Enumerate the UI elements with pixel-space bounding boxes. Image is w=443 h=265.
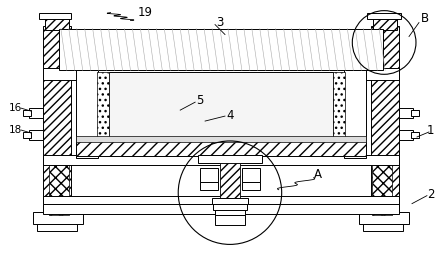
- Bar: [200, 168, 218, 182]
- Text: 1: 1: [427, 123, 435, 136]
- Bar: [411, 110, 419, 116]
- Bar: [215, 215, 245, 224]
- Bar: [220, 163, 240, 198]
- Text: 5: 5: [196, 94, 204, 107]
- Bar: [59, 29, 383, 70]
- Text: 2: 2: [427, 188, 435, 201]
- Bar: [399, 108, 413, 118]
- Text: B: B: [421, 12, 429, 25]
- Bar: [49, 165, 69, 215]
- Bar: [399, 130, 413, 140]
- Bar: [212, 198, 248, 204]
- Bar: [43, 25, 71, 210]
- Text: 18: 18: [8, 125, 22, 135]
- Bar: [367, 13, 401, 19]
- Bar: [97, 72, 109, 142]
- Bar: [198, 155, 262, 163]
- Bar: [43, 204, 399, 214]
- Bar: [37, 223, 77, 232]
- Bar: [33, 211, 83, 223]
- Bar: [200, 182, 218, 190]
- Text: 4: 4: [226, 109, 234, 122]
- Bar: [45, 16, 69, 29]
- Bar: [363, 223, 403, 232]
- Bar: [76, 70, 97, 158]
- Bar: [109, 72, 334, 140]
- Bar: [344, 70, 366, 158]
- Bar: [43, 196, 399, 204]
- Bar: [372, 165, 392, 215]
- Bar: [76, 136, 366, 142]
- Bar: [242, 168, 260, 182]
- Text: 3: 3: [216, 16, 224, 29]
- Bar: [43, 155, 399, 165]
- Text: A: A: [314, 168, 322, 181]
- Bar: [39, 13, 71, 19]
- Bar: [43, 68, 399, 80]
- Bar: [23, 110, 31, 116]
- Text: 19: 19: [138, 6, 153, 19]
- Bar: [373, 16, 397, 29]
- Bar: [242, 182, 260, 190]
- Bar: [76, 140, 366, 156]
- Bar: [29, 108, 43, 118]
- Text: 16: 16: [8, 103, 22, 113]
- Bar: [334, 72, 346, 142]
- Bar: [371, 25, 399, 210]
- Bar: [411, 132, 419, 138]
- Bar: [23, 132, 31, 138]
- Bar: [213, 204, 247, 210]
- Bar: [215, 210, 245, 215]
- Bar: [359, 211, 409, 223]
- Bar: [29, 130, 43, 140]
